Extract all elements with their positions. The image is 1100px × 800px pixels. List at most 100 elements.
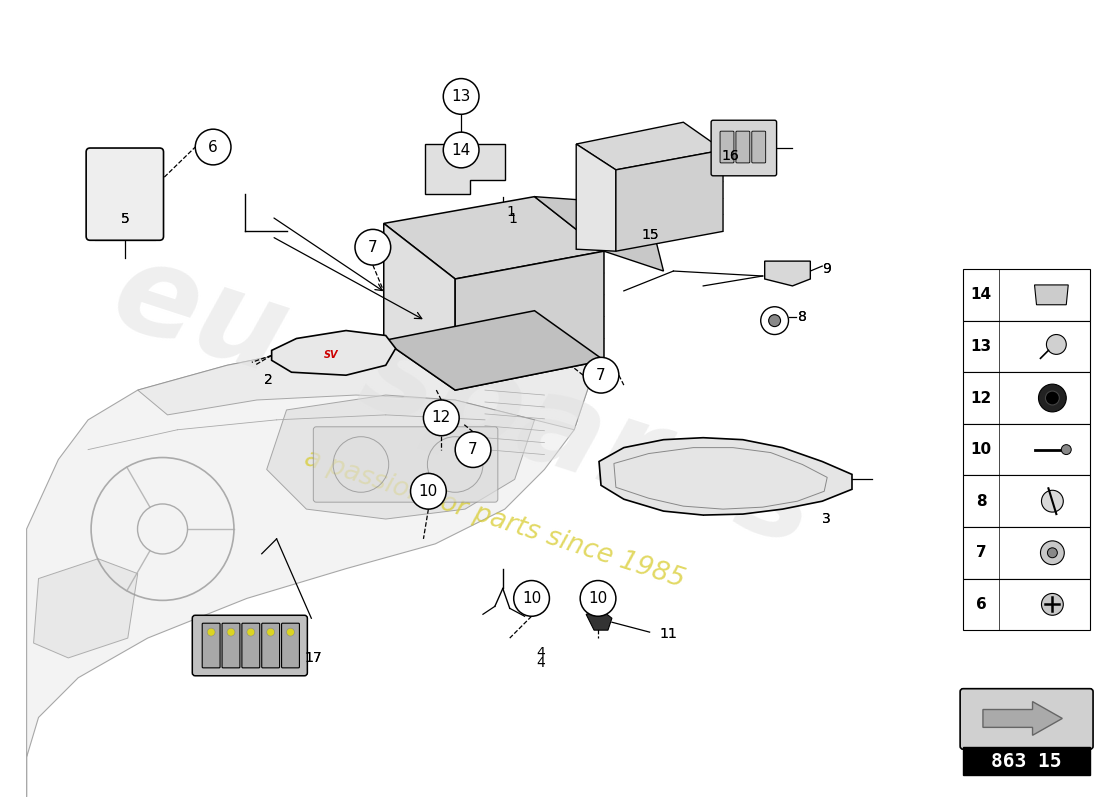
FancyBboxPatch shape [960,689,1093,749]
Text: 9: 9 [822,262,832,276]
Text: 12: 12 [970,390,991,406]
Text: 7: 7 [368,240,377,254]
Polygon shape [384,197,604,279]
Polygon shape [384,310,604,390]
Text: 7: 7 [976,546,987,560]
Polygon shape [266,395,535,519]
Polygon shape [426,144,505,194]
Bar [964,321,1090,372]
Text: 863 15: 863 15 [991,752,1062,770]
Circle shape [227,628,235,636]
Circle shape [1042,490,1064,512]
Polygon shape [600,438,852,515]
Text: 4: 4 [536,646,544,660]
Circle shape [1042,594,1064,615]
Text: 1: 1 [507,205,516,218]
FancyBboxPatch shape [720,131,734,163]
Text: a passion for parts since 1985: a passion for parts since 1985 [301,445,689,593]
Text: 13: 13 [970,339,991,354]
Text: 7: 7 [596,368,606,382]
Text: 4: 4 [536,656,544,670]
Circle shape [580,581,616,616]
Text: 6: 6 [976,597,987,612]
Text: 15: 15 [641,228,659,242]
FancyBboxPatch shape [751,131,766,163]
Circle shape [761,306,789,334]
Text: 10: 10 [588,591,607,606]
Circle shape [286,628,295,636]
Polygon shape [34,558,138,658]
Polygon shape [272,330,396,375]
Polygon shape [586,610,612,630]
Text: 2: 2 [264,373,273,387]
Text: 10: 10 [521,591,541,606]
Bar [964,578,1090,630]
Text: SV: SV [323,350,339,360]
Text: 11: 11 [660,627,678,641]
Polygon shape [455,251,604,390]
Text: 16: 16 [720,149,739,163]
FancyBboxPatch shape [222,623,240,668]
Polygon shape [616,150,723,251]
FancyBboxPatch shape [242,623,260,668]
Polygon shape [384,223,455,390]
Circle shape [443,78,478,114]
Text: 7: 7 [469,442,477,457]
Polygon shape [764,261,811,286]
Circle shape [207,628,216,636]
Text: 14: 14 [970,287,991,302]
Text: 13: 13 [451,89,471,104]
Text: 11: 11 [660,627,678,641]
Text: 10: 10 [970,442,991,457]
Text: 5: 5 [121,213,129,226]
Circle shape [769,314,781,326]
Circle shape [355,230,390,265]
Text: eu  spares: eu spares [99,230,830,570]
FancyBboxPatch shape [192,615,307,676]
Circle shape [266,628,275,636]
Text: 9: 9 [822,262,832,276]
Polygon shape [535,197,663,271]
Circle shape [246,628,255,636]
Polygon shape [576,122,723,170]
Circle shape [410,474,447,509]
Circle shape [1045,391,1059,405]
Text: 8: 8 [799,310,807,324]
Text: 15: 15 [641,228,659,242]
FancyBboxPatch shape [86,148,164,240]
Text: 5: 5 [121,213,129,226]
FancyBboxPatch shape [736,131,750,163]
Text: 3: 3 [822,512,830,526]
Text: 3: 3 [822,512,830,526]
Polygon shape [576,144,616,251]
FancyBboxPatch shape [282,623,299,668]
Bar [964,747,1090,775]
Bar [964,475,1090,527]
Text: 8: 8 [976,494,987,509]
Text: 17: 17 [305,651,322,665]
Circle shape [1062,445,1071,454]
Circle shape [455,432,491,467]
Circle shape [424,400,459,436]
FancyBboxPatch shape [202,623,220,668]
Polygon shape [1034,285,1068,305]
Circle shape [583,358,619,393]
Text: 2: 2 [264,373,273,387]
FancyBboxPatch shape [314,426,498,502]
Text: 16: 16 [720,149,739,163]
Text: 1: 1 [508,213,518,226]
Text: 6: 6 [208,139,218,154]
Polygon shape [983,702,1063,735]
Polygon shape [26,330,594,797]
Bar [964,269,1090,321]
FancyBboxPatch shape [262,623,279,668]
Text: 12: 12 [431,410,451,426]
Text: 17: 17 [305,651,322,665]
Circle shape [514,581,549,616]
Bar [964,424,1090,475]
Text: 14: 14 [451,142,471,158]
Polygon shape [138,330,594,430]
Bar [964,372,1090,424]
Bar [964,527,1090,578]
Circle shape [1041,541,1065,565]
